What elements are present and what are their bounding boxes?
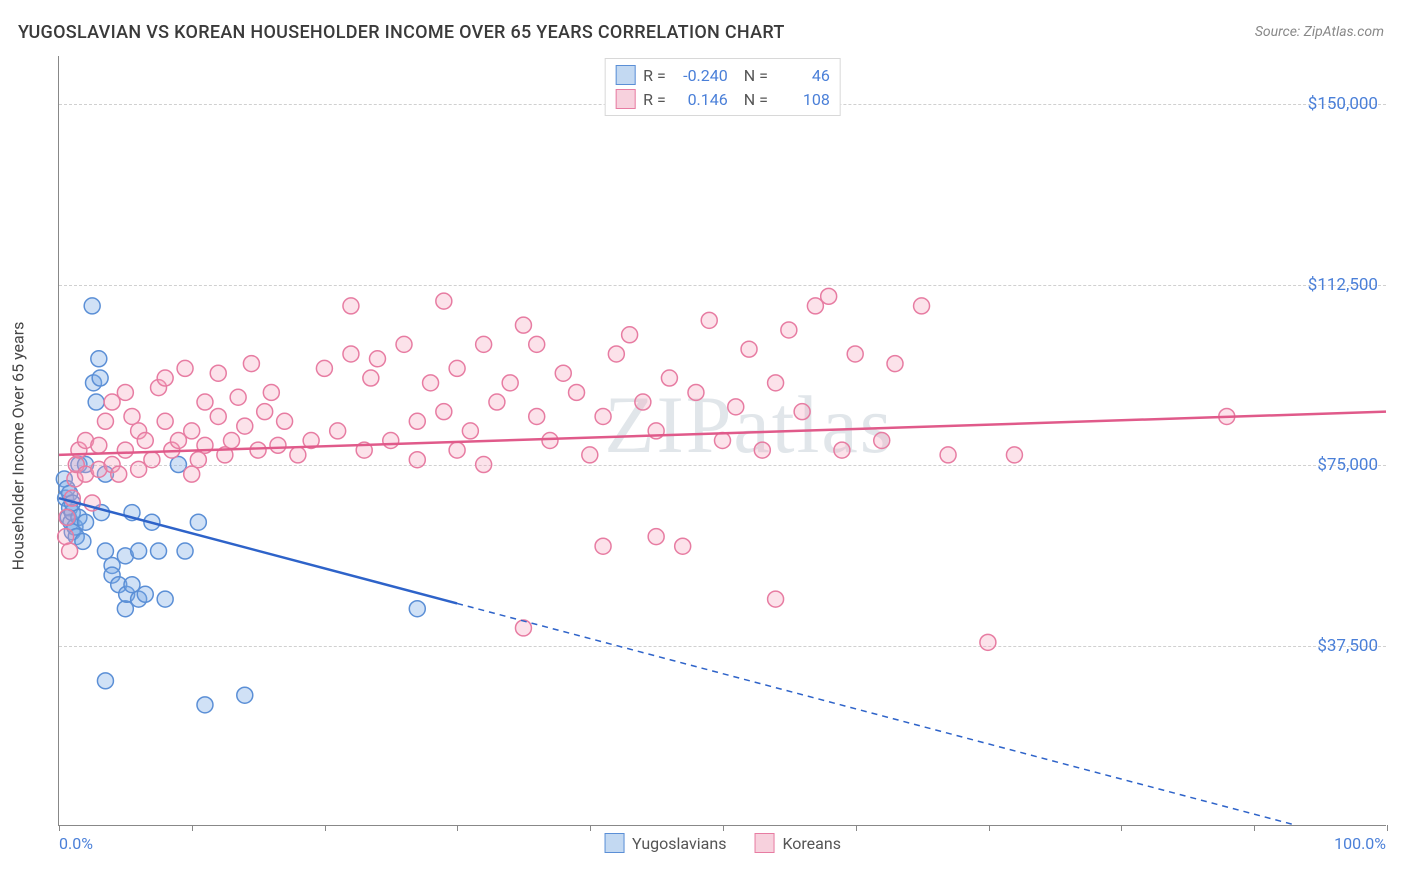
bottom-legend: Yugoslavians Koreans <box>604 833 841 853</box>
chart-title: YUGOSLAVIAN VS KOREAN HOUSEHOLDER INCOME… <box>18 22 785 43</box>
x-tick-label-left: 0.0% <box>59 834 93 853</box>
chart-area: ZIPatlas R = -0.240 N = 46 R = 0.146 N =… <box>58 56 1386 826</box>
stats-legend-row-yugoslavians: R = -0.240 N = 46 <box>615 63 830 87</box>
bottom-legend-item-yugoslavians: Yugoslavians <box>604 833 726 853</box>
bottom-legend-label: Yugoslavians <box>632 834 726 853</box>
x-tick <box>989 825 990 831</box>
legend-swatch-yugoslavians <box>604 833 624 853</box>
x-tick <box>856 825 857 831</box>
legend-n-label: N = 46 <box>736 66 830 85</box>
x-tick <box>1121 825 1122 831</box>
x-tick <box>192 825 193 831</box>
x-tick-label-right: 100.0% <box>1334 834 1386 853</box>
x-tick <box>1254 825 1255 831</box>
stats-legend-row-koreans: R = 0.146 N = 108 <box>615 87 830 111</box>
stats-legend-box: R = -0.240 N = 46 R = 0.146 N = 108 <box>604 58 841 116</box>
x-tick <box>59 825 60 831</box>
legend-r-label: R = 0.146 <box>643 90 728 109</box>
source-label: Source: ZipAtlas.com <box>1255 24 1384 40</box>
x-tick <box>590 825 591 831</box>
x-tick <box>723 825 724 831</box>
bottom-legend-item-koreans: Koreans <box>754 833 841 853</box>
x-tick <box>1387 825 1388 831</box>
legend-swatch-koreans <box>615 89 635 109</box>
x-tick <box>325 825 326 831</box>
legend-r-label: R = -0.240 <box>643 66 728 85</box>
legend-swatch-koreans <box>754 833 774 853</box>
bottom-legend-label: Koreans <box>782 834 841 853</box>
plot-svg <box>59 56 1386 825</box>
x-tick <box>457 825 458 831</box>
legend-n-label: N = 108 <box>736 90 830 109</box>
legend-swatch-yugoslavians <box>615 65 635 85</box>
y-axis-title: Householder Income Over 65 years <box>9 322 28 571</box>
